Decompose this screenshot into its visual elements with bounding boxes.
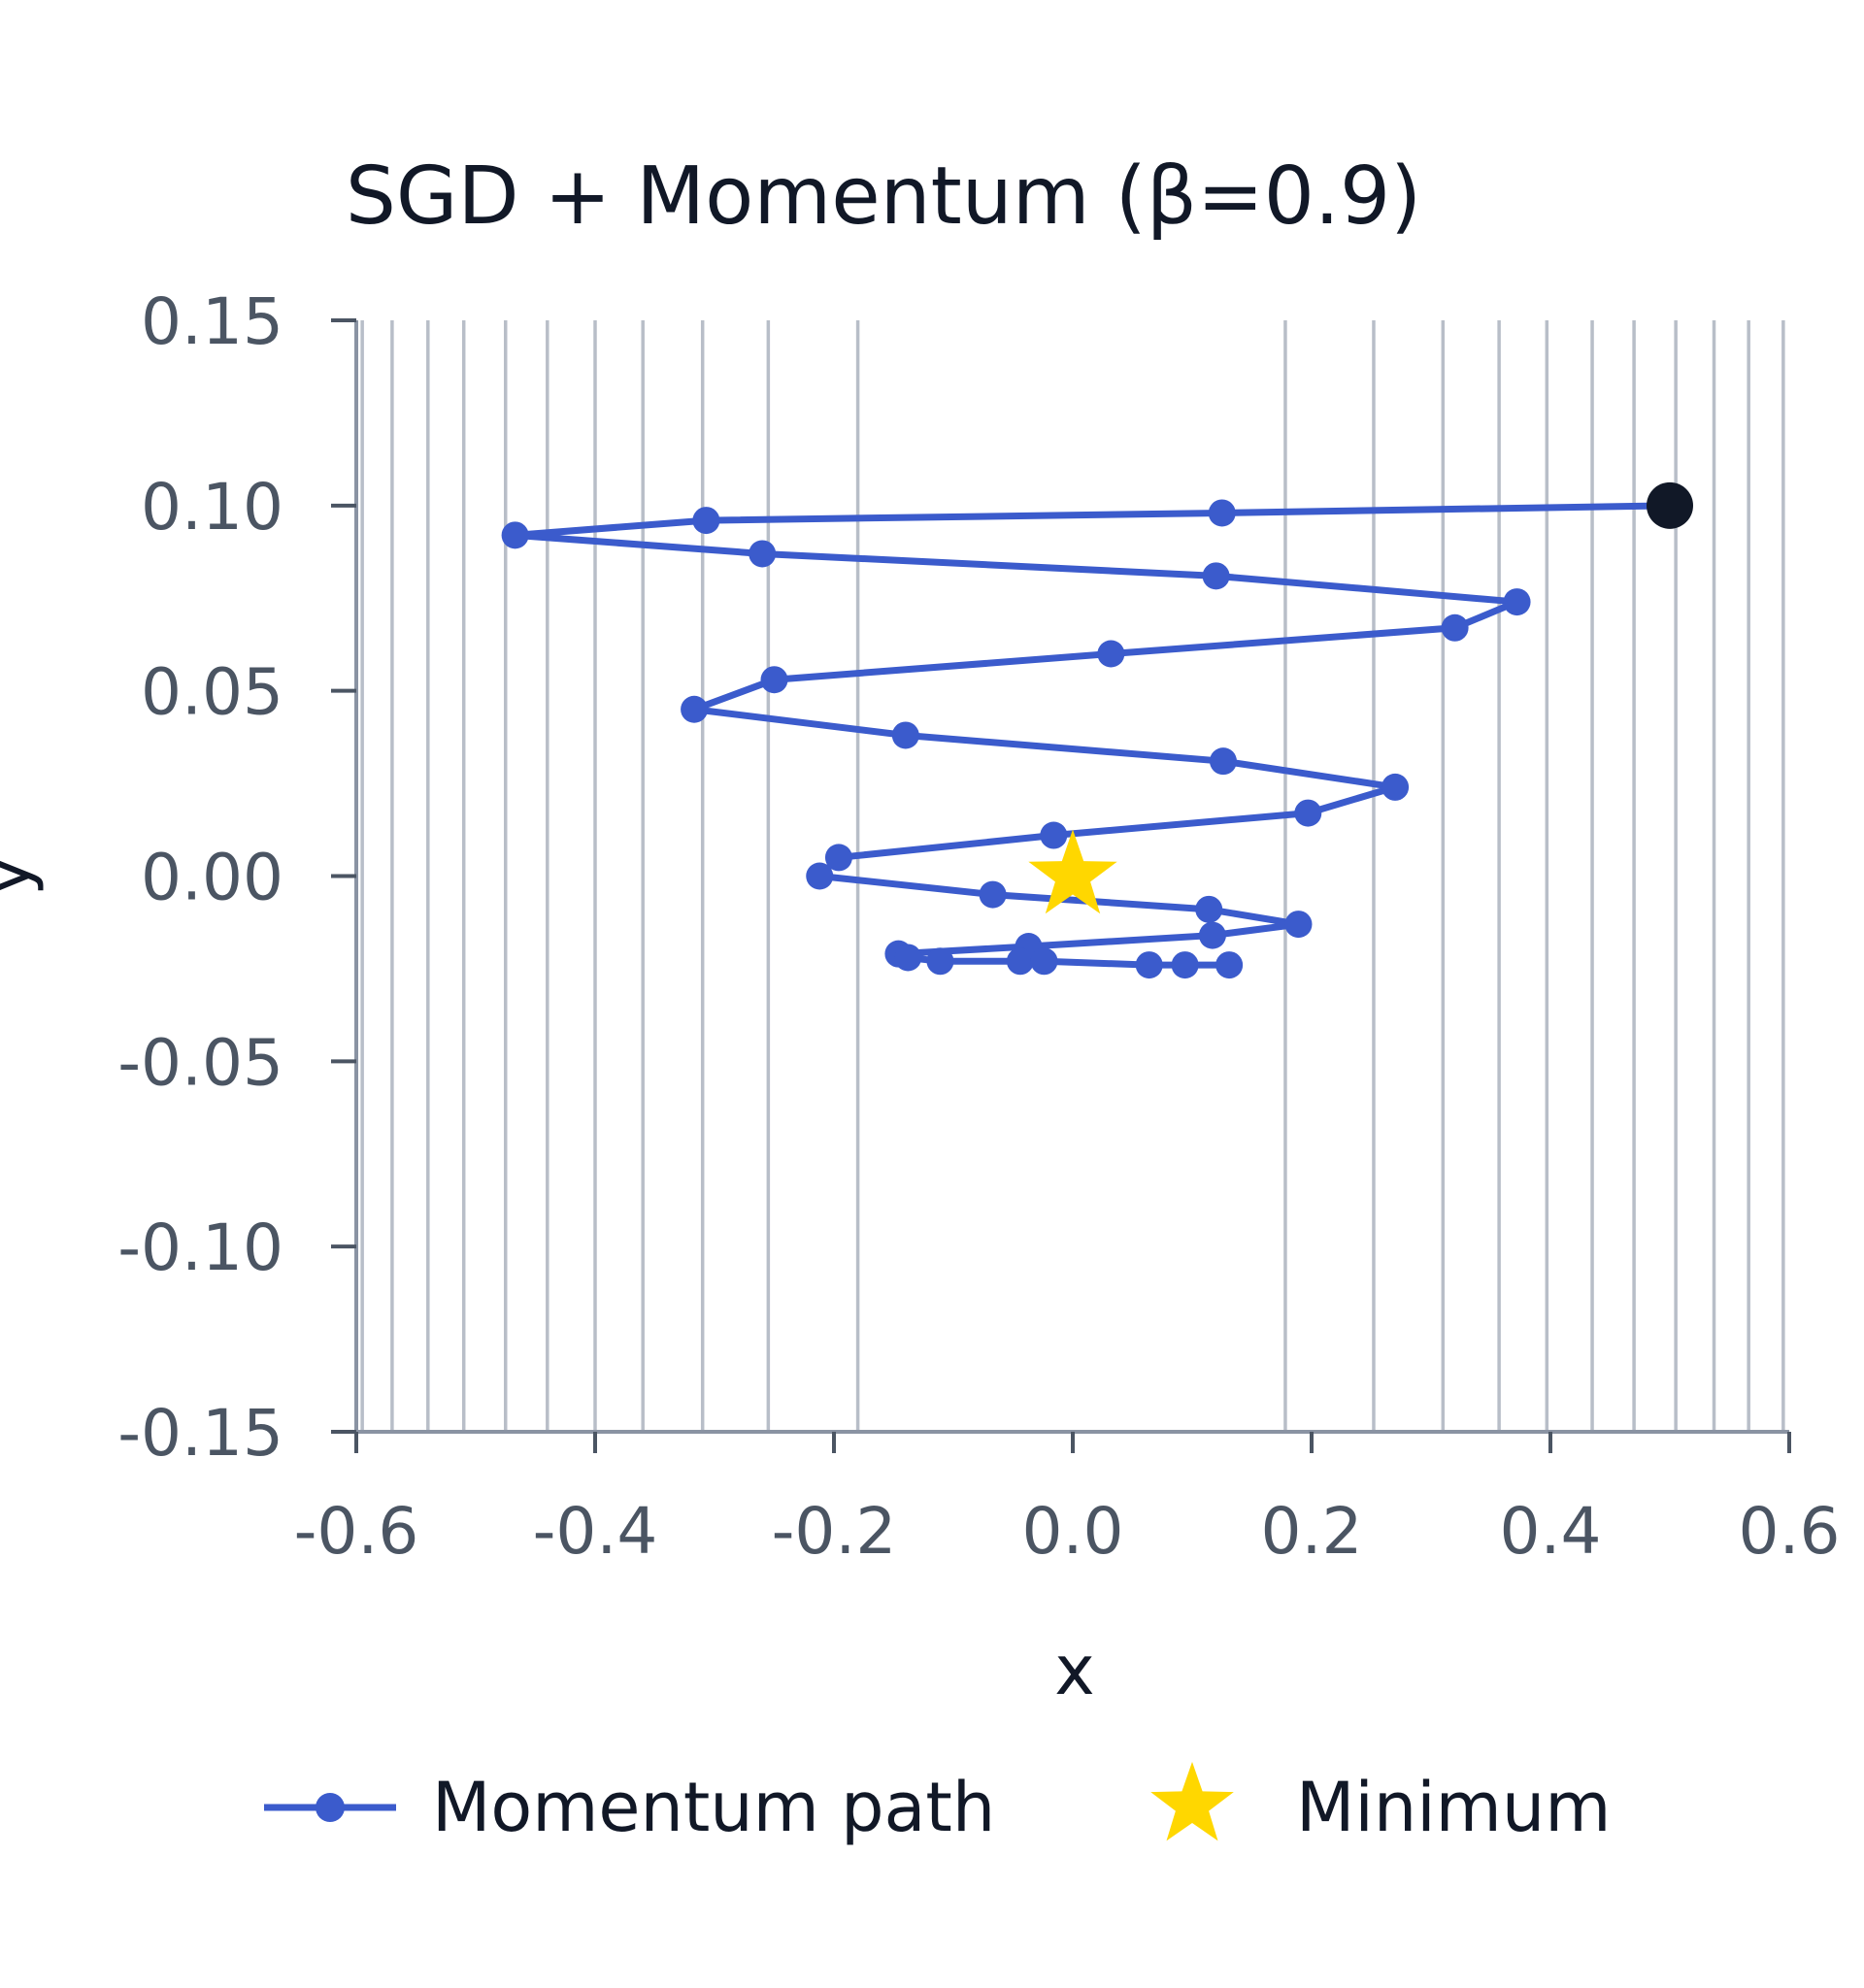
y-tick-label-1: 0.10 xyxy=(141,470,283,545)
path-point-4 xyxy=(749,540,777,568)
path-point-29 xyxy=(1171,951,1199,979)
x-axis-label: x xyxy=(1054,1631,1094,1710)
path-point-25 xyxy=(926,947,954,976)
legend: Momentum path Minimum xyxy=(264,1762,1611,1847)
path-point-18 xyxy=(979,880,1007,909)
path-point-15 xyxy=(1040,821,1068,849)
momentum-path-series xyxy=(501,499,1671,979)
y-tick-label-5: -0.10 xyxy=(117,1210,283,1285)
y-tick-label-3: 0.00 xyxy=(141,841,283,915)
path-point-5 xyxy=(1202,562,1230,590)
path-point-6 xyxy=(1503,588,1531,616)
x-tick-label-6: 0.6 xyxy=(1739,1494,1841,1569)
x-axis-ticks: -0.6 -0.4 -0.2 0.0 0.2 0.4 0.6 xyxy=(294,1432,1841,1569)
path-point-26 xyxy=(1006,947,1034,976)
path-point-3 xyxy=(501,521,529,549)
path-point-16 xyxy=(824,844,852,872)
chart-title: SGD + Momentum (β=0.9) xyxy=(346,150,1421,243)
path-point-7 xyxy=(1441,613,1469,642)
path-point-1 xyxy=(1208,499,1236,527)
path-point-17 xyxy=(806,862,834,890)
x-tick-label-0: -0.6 xyxy=(294,1494,419,1569)
path-point-19 xyxy=(1195,895,1223,923)
x-tick-label-3: 0.0 xyxy=(1022,1494,1124,1569)
x-tick-label-4: 0.2 xyxy=(1261,1494,1363,1569)
legend-minimum-label: Minimum xyxy=(1296,1768,1611,1847)
path-point-10 xyxy=(681,695,709,723)
x-tick-label-5: 0.4 xyxy=(1500,1494,1602,1569)
y-axis-label: y xyxy=(0,855,46,895)
path-point-9 xyxy=(760,666,788,694)
y-tick-label-4: -0.05 xyxy=(117,1025,283,1100)
x-tick-label-2: -0.2 xyxy=(772,1494,897,1569)
path-point-20 xyxy=(1284,911,1313,939)
path-point-11 xyxy=(891,721,919,749)
path-point-13 xyxy=(1381,773,1410,801)
start-point-marker xyxy=(1647,481,1693,529)
y-tick-label-0: 0.15 xyxy=(141,284,283,359)
y-tick-label-2: 0.05 xyxy=(141,655,283,730)
special-markers xyxy=(1028,481,1693,914)
gridlines xyxy=(360,320,1785,1432)
x-tick-label-1: -0.4 xyxy=(533,1494,658,1569)
legend-momentum-marker xyxy=(316,1793,345,1822)
legend-minimum-star xyxy=(1150,1762,1234,1841)
path-point-30 xyxy=(1215,951,1244,979)
path-point-21 xyxy=(1198,921,1226,949)
legend-momentum-label: Momentum path xyxy=(432,1768,995,1847)
path-point-14 xyxy=(1294,799,1322,827)
path-point-12 xyxy=(1209,747,1237,776)
path-point-24 xyxy=(894,944,922,972)
minimum-star-marker xyxy=(1028,829,1117,914)
path-point-2 xyxy=(692,507,720,535)
y-tick-label-6: -0.15 xyxy=(117,1396,283,1471)
y-axis-ticks: 0.15 0.10 0.05 0.00 -0.05 -0.10 -0.15 xyxy=(117,284,356,1471)
path-point-28 xyxy=(1135,951,1163,979)
path-point-8 xyxy=(1097,640,1125,668)
path-point-27 xyxy=(1030,947,1058,976)
